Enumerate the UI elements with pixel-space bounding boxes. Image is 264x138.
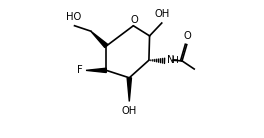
Text: OH: OH [155,9,170,19]
Text: H: H [171,56,178,65]
Text: OH: OH [122,106,137,116]
Text: O: O [130,15,138,25]
Polygon shape [86,68,106,72]
Polygon shape [91,31,108,48]
Text: F: F [77,65,83,75]
Text: N: N [167,55,174,65]
Text: O: O [184,31,192,41]
Text: HO: HO [66,12,81,22]
Polygon shape [127,78,131,101]
